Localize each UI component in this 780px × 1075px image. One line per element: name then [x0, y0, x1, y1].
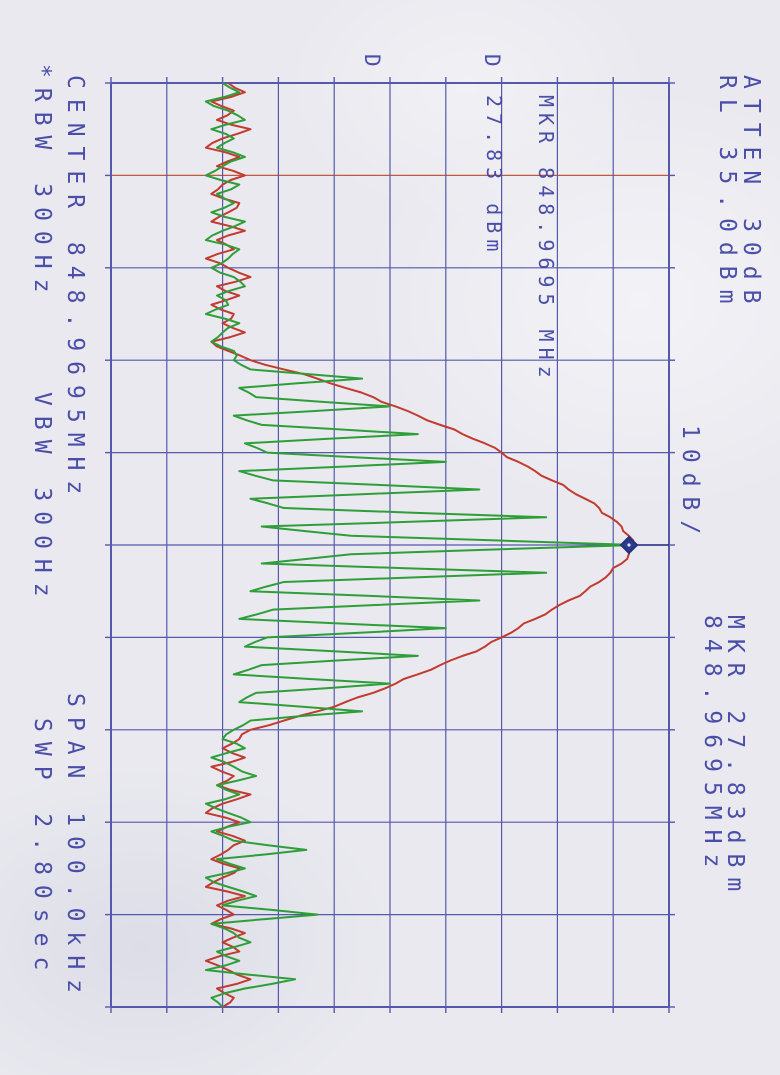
- marker-amplitude-readout: MKR 27.83dBm: [722, 615, 748, 902]
- scale-readout: 10dB/: [677, 425, 703, 545]
- rbw-readout: *RBW 300Hz: [29, 64, 55, 303]
- marker-diamond-center: [627, 543, 631, 547]
- edge-letter-b: D: [360, 54, 384, 67]
- atten-readout: ATTEN 30dB: [738, 75, 764, 314]
- sweep-readout: SWP 2.80sec: [29, 718, 55, 981]
- vbw-readout: VBW 300Hz: [29, 392, 55, 607]
- ref-level-readout: RL 35.0dBm: [714, 75, 740, 314]
- edge-letter-a: D: [480, 54, 504, 67]
- marker-frequency-readout: 848.9695MHz: [699, 615, 725, 878]
- center-freq-readout: CENTER 848.9695MHz: [62, 75, 88, 505]
- marker-inline-value: 27.83 dBm: [482, 95, 506, 258]
- span-readout: SPAN 100.0kHz: [62, 693, 88, 1004]
- marker-inline-label: MKR 848.9695 MHz: [534, 95, 558, 384]
